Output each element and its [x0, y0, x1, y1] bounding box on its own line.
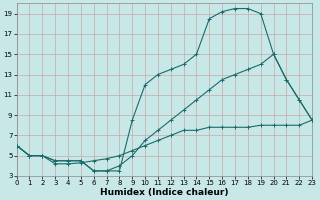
X-axis label: Humidex (Indice chaleur): Humidex (Indice chaleur) [100, 188, 228, 197]
